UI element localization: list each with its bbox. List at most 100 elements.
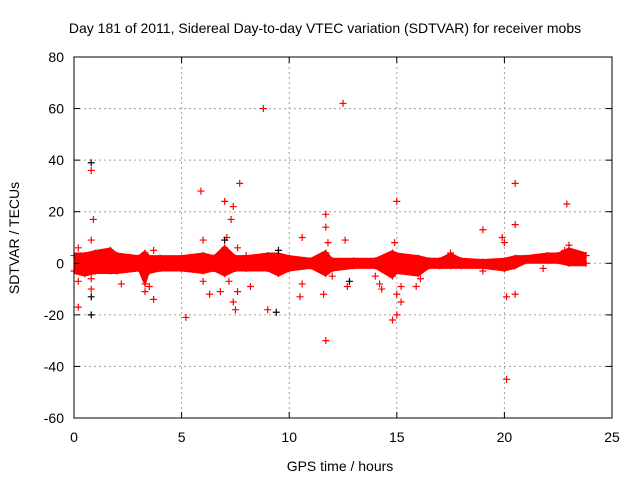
x-tick-label: 10: [281, 429, 297, 445]
band-edge-point: [221, 244, 229, 252]
data-point-red: [511, 221, 519, 229]
band-edge-point: [322, 270, 330, 278]
data-point-red: [565, 241, 573, 249]
data-point-red: [89, 215, 97, 223]
data-point-red: [150, 246, 158, 254]
data-point-red: [229, 298, 237, 306]
band-edge-point: [500, 257, 508, 265]
band-edge-point: [285, 264, 293, 272]
dense-data-band: [74, 244, 587, 287]
band-edge-point: [328, 257, 336, 265]
data-point-red: [500, 239, 508, 247]
data-point-red: [371, 272, 379, 280]
plot-border: [73, 56, 613, 419]
band-edge-point: [414, 254, 422, 262]
band-edge-point: [210, 254, 218, 262]
data-point-red: [242, 252, 250, 260]
band-edge-point: [107, 246, 115, 254]
data-point-red: [479, 267, 487, 275]
data-point-black: [87, 311, 95, 319]
data-point-black: [345, 277, 353, 285]
band-edge-point: [328, 264, 336, 272]
data-point-red: [378, 285, 386, 293]
band-edge-point: [447, 262, 455, 270]
data-point-red: [206, 290, 214, 298]
data-point-red: [227, 215, 235, 223]
data-point-red: [74, 277, 82, 285]
band-edge-point: [393, 252, 401, 260]
data-point-red: [322, 337, 330, 345]
band-edge-point: [145, 254, 153, 262]
band-edge-point: [582, 252, 590, 260]
data-point-red: [145, 282, 153, 290]
data-point-red: [298, 234, 306, 241]
band-edge-point: [231, 254, 239, 262]
band-edge-point: [145, 267, 153, 275]
band-edge-point: [543, 252, 551, 260]
data-point-red: [388, 316, 396, 324]
data-point-red: [498, 234, 506, 241]
band-edge-point: [135, 254, 143, 262]
band-edge-point: [393, 267, 401, 275]
y-tick-label: 40: [48, 152, 64, 168]
data-point-red: [199, 277, 207, 285]
data-point-red: [87, 236, 95, 244]
data-point-black: [274, 246, 282, 254]
data-point-red: [511, 179, 519, 187]
data-point-red: [391, 239, 399, 247]
data-point-red: [324, 239, 332, 247]
band-edge-point: [81, 270, 89, 278]
band-edge-point: [522, 254, 530, 262]
x-tick-label: 20: [497, 429, 513, 445]
band-edge-point: [285, 254, 293, 262]
data-point-red: [397, 282, 405, 290]
band-edge-point: [425, 257, 433, 265]
data-point-black: [87, 159, 95, 167]
data-point-red: [87, 166, 95, 174]
x-tick-label: 0: [70, 429, 78, 445]
band-edge-point: [81, 252, 89, 260]
data-point-red: [117, 280, 125, 288]
band-edge-point: [350, 257, 358, 265]
data-point-red: [561, 246, 569, 254]
data-point-red: [503, 375, 511, 383]
data-point-red: [328, 272, 336, 280]
chart-title: Day 181 of 2011, Sidereal Day-to-day VTE…: [69, 20, 581, 36]
data-point-red: [393, 197, 401, 205]
y-tick-label: 60: [48, 101, 64, 117]
band-edge-point: [322, 249, 330, 257]
data-point-red: [74, 303, 82, 311]
band-edge-point: [135, 264, 143, 272]
data-point-red: [199, 236, 207, 244]
y-tick-label: -40: [44, 358, 64, 374]
data-point-red: [322, 223, 330, 231]
data-point-red: [231, 306, 239, 314]
band-edge-point: [554, 252, 562, 260]
band-edge-point: [307, 257, 315, 265]
data-point-red: [234, 288, 242, 296]
data-point-red: [87, 285, 95, 293]
data-point-red: [339, 99, 347, 107]
data-point-red: [503, 293, 511, 301]
data-point-red: [259, 105, 267, 113]
band-edge-point: [371, 257, 379, 265]
data-point-red: [341, 236, 349, 244]
band-edge-point: [511, 262, 519, 270]
data-point-red: [539, 264, 547, 272]
data-point-red: [393, 290, 401, 298]
band-edge-point: [388, 272, 396, 280]
band-edge-point: [113, 252, 121, 260]
x-tick-label: 15: [389, 429, 405, 445]
data-point-red: [246, 282, 254, 290]
data-point-red: [141, 288, 149, 296]
y-tick-label: -20: [44, 307, 64, 323]
y-tick-label: 20: [48, 204, 64, 220]
y-tick-label: -60: [44, 410, 64, 426]
data-point-red: [182, 313, 190, 321]
data-point-red: [87, 275, 95, 283]
data-point-red: [236, 179, 244, 187]
band-edge-point: [178, 254, 186, 262]
data-point-red: [393, 311, 401, 319]
band-edge-point: [231, 264, 239, 272]
